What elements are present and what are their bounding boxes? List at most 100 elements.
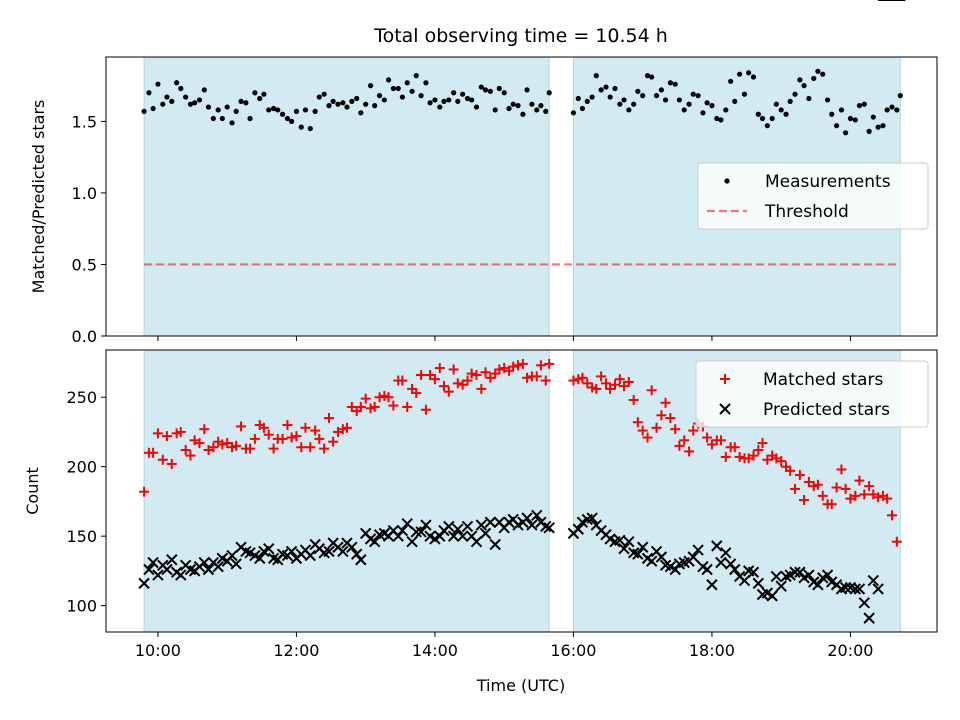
data-point xyxy=(799,495,810,506)
data-point xyxy=(543,522,555,534)
data-point xyxy=(831,482,842,493)
data-point xyxy=(873,492,884,503)
data-point xyxy=(870,114,876,120)
data-point xyxy=(513,360,524,371)
data-point xyxy=(455,98,461,104)
data-point xyxy=(146,90,152,96)
data-point xyxy=(464,95,471,102)
legend: Matched stars Predicted stars xyxy=(695,360,929,428)
data-point xyxy=(670,424,681,435)
data-point xyxy=(482,87,489,93)
data-point xyxy=(642,432,653,443)
data-point xyxy=(854,475,865,486)
data-point xyxy=(368,535,381,548)
data-point xyxy=(686,101,692,107)
data-point xyxy=(452,523,464,535)
data-point xyxy=(231,440,242,451)
data-point xyxy=(778,107,784,113)
y-tick-label: 200 xyxy=(66,458,97,477)
data-point xyxy=(492,107,498,113)
data-point xyxy=(789,566,801,578)
data-point xyxy=(263,429,274,440)
data-point xyxy=(166,554,178,566)
data-point xyxy=(138,577,150,590)
data-point xyxy=(326,103,332,109)
data-point xyxy=(618,542,630,555)
data-point xyxy=(148,447,159,458)
data-point xyxy=(341,422,352,433)
data-point xyxy=(397,375,408,386)
x-axis-label: Time (UTC) xyxy=(476,676,565,695)
data-point xyxy=(790,483,801,494)
data-point xyxy=(646,385,657,396)
data-point xyxy=(307,125,313,132)
data-point xyxy=(529,101,535,107)
data-point xyxy=(447,530,460,542)
data-point xyxy=(147,556,159,569)
data-point xyxy=(674,440,685,451)
data-point xyxy=(515,103,521,109)
data-point xyxy=(312,108,318,114)
data-point xyxy=(178,85,184,92)
data-point xyxy=(441,98,447,104)
data-point xyxy=(600,378,611,389)
data-point xyxy=(390,85,396,92)
data-point xyxy=(631,101,637,107)
data-point xyxy=(540,520,552,533)
data-point xyxy=(660,397,671,408)
data-point xyxy=(856,103,863,109)
data-point xyxy=(381,97,387,103)
data-point xyxy=(540,375,551,386)
data-point xyxy=(236,421,247,432)
data-point xyxy=(653,93,660,99)
data-point xyxy=(183,94,189,100)
data-point xyxy=(535,360,546,371)
data-point xyxy=(732,98,738,104)
data-point xyxy=(418,93,424,99)
data-point xyxy=(284,115,291,122)
data-point xyxy=(651,422,662,433)
data-point xyxy=(337,545,349,558)
data-point xyxy=(838,107,845,113)
data-point xyxy=(623,376,634,387)
series-matched-stars xyxy=(139,0,906,547)
data-point xyxy=(734,451,745,462)
observing-window-1 xyxy=(143,56,550,337)
data-point xyxy=(187,101,194,107)
data-point xyxy=(175,426,186,437)
data-point xyxy=(858,597,870,609)
data-point xyxy=(286,432,297,443)
data-point xyxy=(198,556,211,569)
data-point xyxy=(880,123,886,129)
data-point xyxy=(321,91,327,97)
data-point xyxy=(847,115,854,122)
data-point xyxy=(484,516,497,528)
legend-label: Measurements xyxy=(765,172,891,192)
data-point xyxy=(252,90,258,96)
data-point xyxy=(385,77,392,83)
data-point xyxy=(358,110,364,116)
chart-title: Total observing time = 10.54 h xyxy=(373,25,668,47)
data-point xyxy=(866,128,872,134)
data-point xyxy=(395,85,401,92)
data-point xyxy=(649,74,655,80)
data-point xyxy=(448,364,459,375)
data-point xyxy=(702,432,713,443)
data-point xyxy=(546,90,552,96)
data-point xyxy=(662,97,669,103)
data-point xyxy=(812,479,823,490)
data-point xyxy=(614,534,626,547)
data-point xyxy=(889,104,895,110)
data-point xyxy=(621,97,627,103)
data-point xyxy=(233,108,239,114)
data-point xyxy=(194,438,205,449)
data-point xyxy=(728,78,734,84)
series-predicted-stars xyxy=(138,0,906,624)
data-point xyxy=(185,450,196,461)
data-point xyxy=(496,85,502,92)
data-point xyxy=(817,490,828,501)
data-point xyxy=(589,94,595,100)
data-point xyxy=(806,95,812,102)
data-point xyxy=(316,94,322,100)
y-tick-label: 150 xyxy=(66,527,97,546)
